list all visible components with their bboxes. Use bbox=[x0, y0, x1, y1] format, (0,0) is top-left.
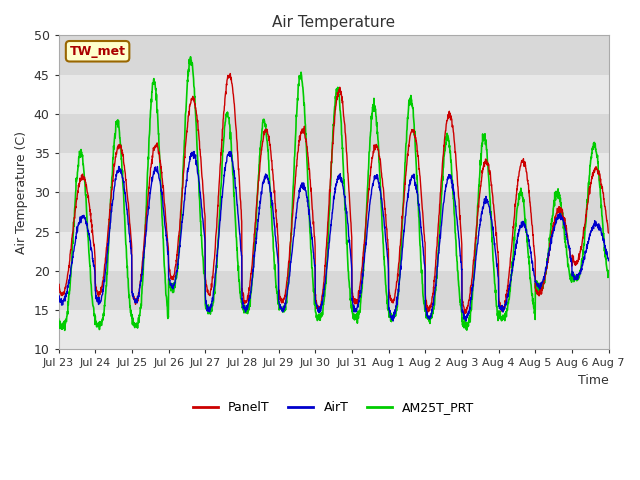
AirT bbox=[362, 246, 369, 252]
AirT bbox=[55, 293, 63, 299]
Line: AirT: AirT bbox=[59, 152, 609, 321]
PanelT bbox=[557, 205, 564, 211]
PanelT bbox=[349, 296, 357, 302]
PanelT bbox=[362, 224, 369, 230]
AirT bbox=[557, 214, 564, 219]
Line: PanelT: PanelT bbox=[59, 73, 609, 313]
Bar bbox=[59, 231, 609, 271]
Text: TW_met: TW_met bbox=[70, 45, 125, 58]
Bar bbox=[59, 192, 609, 231]
AM25T_PRT bbox=[494, 311, 502, 316]
Title: Air Temperature: Air Temperature bbox=[272, 15, 396, 30]
AirT bbox=[462, 318, 470, 324]
Bar bbox=[59, 310, 609, 349]
PanelT bbox=[605, 230, 612, 236]
PanelT bbox=[208, 280, 216, 286]
PanelT bbox=[55, 282, 63, 288]
Bar bbox=[59, 114, 609, 153]
AM25T_PRT bbox=[350, 311, 358, 317]
AirT bbox=[349, 306, 357, 312]
AM25T_PRT bbox=[55, 316, 63, 322]
AM25T_PRT bbox=[605, 270, 612, 276]
Y-axis label: Air Temperature (C): Air Temperature (C) bbox=[15, 131, 28, 254]
Bar bbox=[59, 153, 609, 192]
Bar bbox=[59, 74, 609, 114]
AM25T_PRT bbox=[572, 276, 579, 282]
Text: Time: Time bbox=[578, 374, 609, 387]
AirT bbox=[209, 299, 216, 304]
AirT bbox=[190, 149, 198, 155]
AM25T_PRT bbox=[557, 195, 564, 201]
AM25T_PRT bbox=[362, 225, 369, 231]
Legend: PanelT, AirT, AM25T_PRT: PanelT, AirT, AM25T_PRT bbox=[188, 396, 479, 420]
PanelT bbox=[494, 250, 502, 255]
Bar bbox=[59, 271, 609, 310]
AM25T_PRT bbox=[187, 54, 195, 60]
PanelT bbox=[227, 71, 234, 76]
AM25T_PRT bbox=[209, 303, 216, 309]
AirT bbox=[494, 271, 502, 276]
PanelT bbox=[461, 311, 468, 316]
Line: AM25T_PRT: AM25T_PRT bbox=[59, 57, 609, 330]
Bar bbox=[59, 36, 609, 74]
PanelT bbox=[572, 259, 579, 264]
AM25T_PRT bbox=[61, 327, 68, 333]
AirT bbox=[605, 258, 612, 264]
AirT bbox=[572, 276, 579, 281]
